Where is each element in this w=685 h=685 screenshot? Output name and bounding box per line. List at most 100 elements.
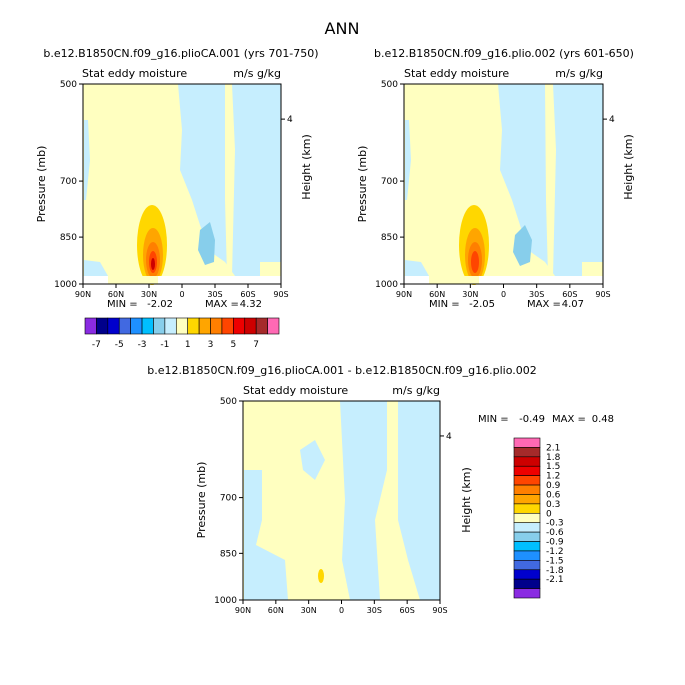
colorbar-diff-swatch — [513, 569, 541, 580]
colorbar-diff-label: -0.3 — [546, 519, 564, 529]
colorbar-diff-swatch — [513, 494, 541, 505]
panel-2-stats: MIN = -2.05 MAX = 4.07 — [429, 299, 584, 310]
panel-2-min-label: MIN = — [429, 299, 460, 310]
panel-1-xtick-label: 30S — [207, 290, 222, 299]
panel-2-xtick-label: 60N — [429, 290, 445, 299]
panel-1-min-label: MIN = — [107, 299, 138, 310]
colorbar-diff-label: -1.8 — [546, 566, 564, 576]
colorbar-top-label: -1 — [160, 340, 169, 350]
panel-3-ytick-label: 1000 — [214, 596, 237, 606]
panel-1-xaxis: 90N 60N 30N 0 30S 60S 90S — [75, 284, 289, 299]
panel-3-xtick-label: 0 — [339, 606, 344, 615]
panel-1-negative-min — [198, 222, 215, 265]
panel-1-max-label: MAX = — [205, 299, 239, 310]
colorbar-top-swatch — [255, 317, 268, 335]
colorbar-diff-label: -1.5 — [546, 556, 564, 566]
panel-2-max-label: MAX = — [527, 299, 561, 310]
panel-2-ytick-label: 1000 — [375, 280, 398, 290]
panel-1-xtick-label: 90S — [273, 290, 288, 299]
panel-3-ytick-label: 700 — [220, 494, 237, 504]
colorbar-diff-label: 0.6 — [546, 490, 561, 500]
colorbar-top-swatch — [244, 317, 257, 335]
panel-1-stats: MIN = -2.02 MAX = 4.32 — [107, 299, 262, 310]
colorbar-top-swatch — [118, 317, 131, 335]
panel-3-ytick-right-label: 4 — [446, 432, 452, 442]
colorbar-top-swatch — [96, 317, 109, 335]
colorbar-diff-swatch — [513, 475, 541, 486]
panel-2-ytick-label: 850 — [381, 233, 398, 243]
panel-3-xtick-label: 30S — [367, 606, 382, 615]
colorbar-top-label: 5 — [230, 340, 236, 350]
colorbar-diff-label: -0.9 — [546, 538, 564, 548]
colorbar-diff-label: 1.8 — [546, 453, 561, 463]
colorbar-diff-label: -1.2 — [546, 547, 564, 557]
panel-2-subtitle-right: m/s g/kg — [555, 67, 603, 80]
colorbar-diff-label: 2.1 — [546, 443, 560, 453]
panel-3-xtick-label: 90S — [432, 606, 447, 615]
panel-1-xtick-label: 0 — [179, 290, 184, 299]
colorbar-diff-label: -2.1 — [546, 575, 564, 585]
colorbar-top-label: 1 — [185, 340, 191, 350]
colorbar-diff-label: 0 — [546, 509, 552, 519]
page-title: ANN — [325, 19, 360, 38]
colorbar-top-swatch — [221, 317, 234, 335]
colorbar-diff-swatch — [513, 588, 541, 599]
colorbar-diff-swatch — [513, 484, 541, 495]
colorbar-diff-swatch — [513, 578, 541, 589]
colorbar-top-swatch — [141, 317, 154, 335]
colorbar-diff: 2.11.81.51.20.90.60.30-0.3-0.6-0.9-1.2-1… — [513, 437, 564, 599]
panel-2-ytick-label: 700 — [381, 177, 398, 187]
panel-3-xtick-label: 60S — [400, 606, 415, 615]
colorbar-diff-swatch — [513, 437, 541, 448]
colorbar-top-label: 7 — [253, 340, 259, 350]
panel-3-xtick-label: 60N — [268, 606, 284, 615]
panel-1-plot — [82, 83, 282, 285]
panel-1-xtick-label: 90N — [75, 290, 91, 299]
panel-2-negative-min — [513, 225, 532, 266]
panel-1: b.e12.B1850CN.f09_g16.plioCA.001 (yrs 70… — [35, 47, 319, 310]
panel-1-subtitle-left: Stat eddy moisture — [82, 67, 187, 80]
panel-3-xaxis: 90N 60N 30N 0 30S 60S 90S — [235, 600, 448, 615]
panel-2: b.e12.B1850CN.f09_g16.plio.002 (yrs 601-… — [356, 47, 635, 310]
panel-2-ytick-right-label: 4 — [609, 115, 615, 125]
colorbar-top-swatch — [187, 317, 200, 335]
panel-1-ytick-label: 500 — [60, 80, 77, 90]
colorbar-diff-label: 1.5 — [546, 462, 560, 472]
colorbar-top-swatch — [164, 317, 177, 335]
colorbar-diff-swatch — [513, 531, 541, 542]
colorbar-top-label: -3 — [138, 340, 147, 350]
panel-3-max-label: MAX = — [552, 414, 586, 425]
panel-1-ytick-right-label: 4 — [287, 115, 293, 125]
panel-1-ytick-label: 1000 — [54, 280, 77, 290]
colorbar-top-swatch — [153, 317, 166, 335]
panel-3-ylabel-right: Height (km) — [460, 467, 473, 533]
panel-3-plot — [242, 400, 441, 601]
colorbar-diff-label: -0.6 — [546, 528, 564, 538]
panel-1-min-value: -2.02 — [147, 299, 173, 310]
colorbar-diff-swatch — [513, 522, 541, 533]
colorbar-top-label: 3 — [208, 340, 214, 350]
colorbar-diff-label: 0.3 — [546, 500, 560, 510]
colorbar-diff-label: 0.9 — [546, 481, 561, 491]
colorbar-top-label: -5 — [115, 340, 124, 350]
panel-1-xtick-label: 30N — [141, 290, 157, 299]
panel-2-xtick-label: 0 — [501, 290, 506, 299]
panel-2-xtick-label: 60S — [562, 290, 577, 299]
panel-2-min-value: -2.05 — [469, 299, 495, 310]
panel-3-ylabel: Pressure (mb) — [195, 462, 208, 539]
panel-1-max-value: 4.32 — [240, 299, 262, 310]
panel-1-ylabel: Pressure (mb) — [35, 146, 48, 223]
colorbar-diff-swatch — [513, 512, 541, 524]
panel-2-xtick-label: 30S — [529, 290, 544, 299]
panel-2-ylabel: Pressure (mb) — [356, 146, 369, 223]
panel-3-negative-north — [244, 470, 288, 600]
panel-1-ytick-label: 700 — [60, 177, 77, 187]
panel-2-xtick-label: 30N — [462, 290, 478, 299]
panel-3: b.e12.B1850CN.f09_g16.plioCA.001 - b.e12… — [147, 364, 614, 615]
colorbar-diff-swatch — [513, 456, 541, 467]
colorbar-top-label: -7 — [92, 340, 101, 350]
panel-3-positive-peak — [318, 569, 324, 583]
colorbar-top-swatch — [233, 317, 246, 335]
panel-3-subtitle-left: Stat eddy moisture — [243, 384, 348, 397]
panel-2-title: b.e12.B1850CN.f09_g16.plio.002 (yrs 601-… — [374, 47, 634, 60]
